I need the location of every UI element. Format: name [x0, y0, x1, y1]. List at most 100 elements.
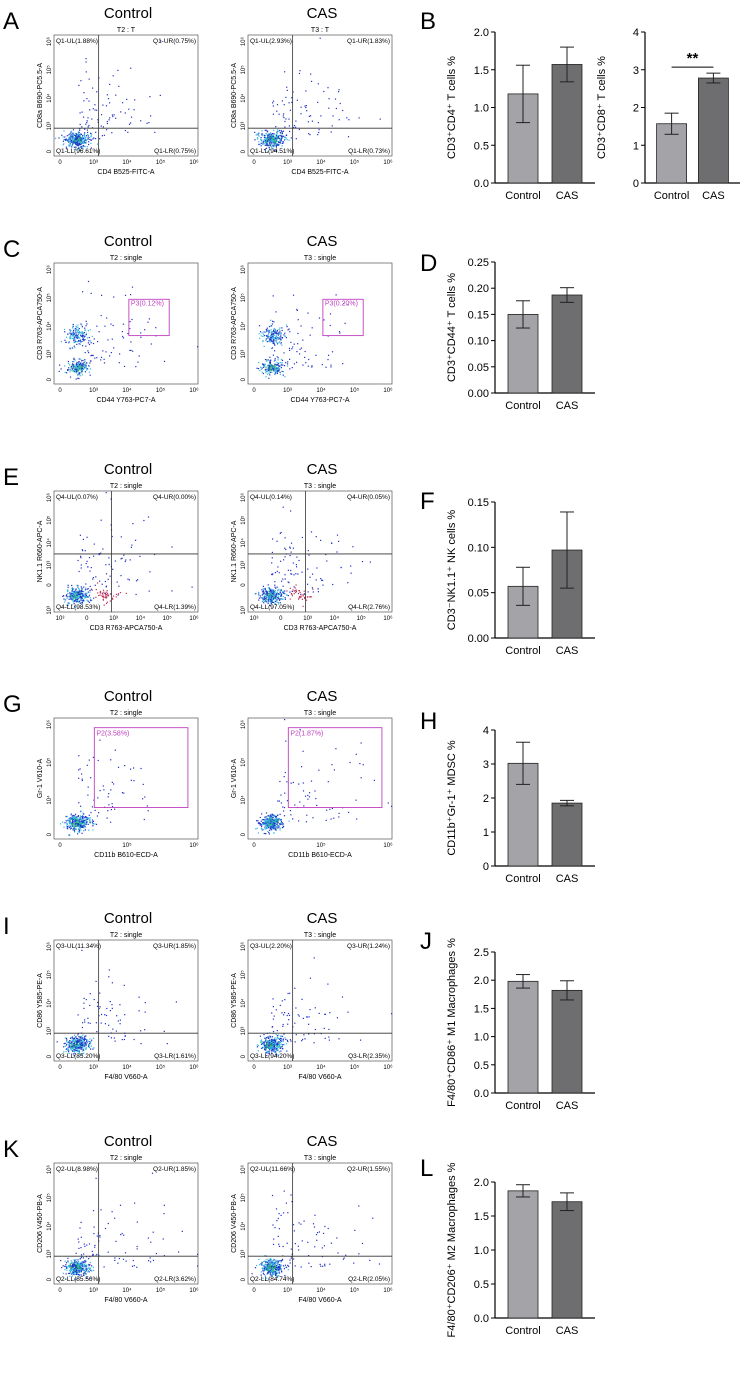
event-dot	[95, 131, 97, 133]
event-dot	[77, 369, 79, 371]
event-dot	[270, 597, 272, 599]
event-dot	[83, 825, 86, 827]
event-dot	[264, 819, 266, 821]
event-dot	[269, 362, 272, 364]
event-dot	[80, 332, 82, 334]
event-dot	[338, 816, 340, 818]
event-dot	[290, 1257, 292, 1259]
event-dot	[84, 1043, 86, 1045]
event-dot	[279, 594, 281, 596]
event-dot	[78, 830, 80, 832]
event-dot	[77, 585, 79, 587]
event-dot	[279, 819, 281, 821]
event-dot	[85, 366, 87, 368]
event-dot	[338, 89, 340, 91]
event-dot	[80, 1042, 82, 1044]
event-dot	[281, 337, 283, 339]
event-dot	[87, 596, 89, 598]
event-dot	[78, 147, 80, 149]
event-dot	[271, 821, 273, 823]
event-dot	[150, 343, 152, 345]
event-dot	[62, 136, 64, 138]
event-dot	[73, 1055, 75, 1057]
event-dot	[124, 1035, 126, 1037]
event-dot	[128, 108, 130, 110]
event-dot	[66, 823, 68, 825]
event-dot	[70, 135, 72, 137]
event-dot	[78, 1052, 80, 1054]
event-dot	[77, 373, 80, 375]
event-dot	[267, 373, 269, 375]
gate-label: P2(1.87%)	[290, 731, 323, 738]
y-tick-label: 10⁵	[240, 757, 247, 767]
event-dot	[270, 347, 273, 350]
y-tick-label: 10³	[241, 561, 247, 570]
event-dot	[75, 824, 77, 826]
event-dot	[64, 822, 66, 824]
event-dot	[150, 1241, 152, 1243]
event-dot	[281, 823, 283, 825]
event-dot	[80, 1256, 82, 1259]
event-dot	[291, 97, 293, 99]
event-dot	[77, 140, 79, 142]
event-dot	[313, 1033, 315, 1035]
event-dot	[282, 371, 284, 373]
event-dot	[132, 1259, 134, 1262]
event-dot	[294, 987, 296, 989]
event-dot	[305, 821, 307, 823]
event-dot	[77, 599, 79, 601]
event-dot	[84, 816, 86, 818]
event-dot	[76, 600, 78, 603]
event-dot	[289, 349, 291, 351]
event-dot	[105, 351, 107, 353]
event-dot	[94, 109, 96, 111]
event-dot	[76, 594, 78, 596]
event-dot	[112, 598, 114, 600]
event-dot	[78, 591, 80, 593]
event-dot	[82, 550, 84, 552]
event-dot	[133, 767, 135, 769]
event-dot	[119, 353, 121, 355]
event-dot	[90, 142, 92, 144]
event-dot	[89, 1264, 91, 1266]
event-dot	[73, 341, 75, 344]
event-dot	[266, 822, 268, 824]
event-dot	[91, 354, 93, 356]
event-dot	[268, 833, 270, 835]
event-dot	[88, 1263, 90, 1266]
event-dot	[106, 122, 108, 125]
event-dot	[76, 1043, 78, 1045]
event-dot	[86, 146, 88, 148]
event-dot	[272, 141, 274, 143]
event-dot	[272, 1271, 274, 1273]
event-dot	[74, 605, 76, 607]
event-dot	[268, 142, 270, 144]
event-dot	[256, 133, 258, 135]
event-dot	[258, 591, 260, 593]
event-dot	[87, 591, 89, 593]
event-dot	[73, 370, 75, 372]
event-dot	[90, 600, 92, 602]
event-dot	[272, 147, 274, 149]
event-dot	[330, 818, 332, 820]
event-dot	[108, 1024, 110, 1026]
event-dot	[76, 367, 78, 369]
event-dot	[321, 579, 323, 581]
event-dot	[105, 585, 107, 587]
event-dot	[84, 822, 86, 824]
event-dot	[284, 537, 286, 539]
event-dot	[279, 337, 281, 339]
event-dot	[102, 596, 104, 598]
event-dot	[267, 1043, 269, 1045]
event-dot	[266, 1050, 268, 1052]
event-dot	[271, 1042, 273, 1044]
event-dot	[264, 334, 266, 337]
event-dot	[267, 821, 269, 823]
event-dot	[267, 587, 270, 589]
event-dot	[69, 825, 71, 827]
event-dot	[88, 352, 90, 354]
event-dot	[270, 824, 272, 826]
event-dot	[271, 366, 273, 368]
event-dot	[86, 817, 88, 819]
event-dot	[90, 342, 92, 344]
